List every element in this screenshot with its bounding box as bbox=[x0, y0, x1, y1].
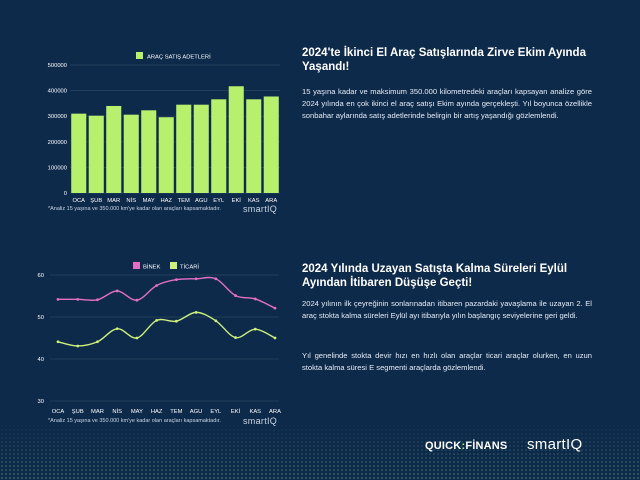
point-ticari-kas bbox=[253, 327, 257, 331]
bar-mar bbox=[106, 105, 122, 193]
point-ticari-agu bbox=[194, 310, 198, 314]
bar-eyl bbox=[211, 99, 227, 193]
point-ticari-oca bbox=[56, 340, 60, 344]
point-ticari-ara bbox=[273, 336, 277, 340]
section1-title: 2024'te İkinci El Araç Satışlarında Zirv… bbox=[302, 47, 586, 73]
smartiq-logo: smartIQ bbox=[527, 436, 583, 453]
section2-title: 2024 Yılında Uzayan Satışta Kalma Sürele… bbox=[302, 263, 568, 289]
stock-duration-line-chart: BİNEK TİCARİ 30 40 50 60 OCA ŞUB MAR NİS MAY HAZ TEM… bbox=[38, 262, 281, 415]
x-tick-label: TEM bbox=[170, 409, 182, 415]
y-tick-label: 100000 bbox=[48, 165, 67, 171]
section2-body-1: 2024 yılının ilk çeyreğinin sonlarınadan… bbox=[302, 299, 592, 320]
x-tick-label: OCA bbox=[52, 409, 65, 415]
y-tick-label: 40 bbox=[38, 357, 44, 363]
bar-eki̇ bbox=[228, 86, 244, 193]
x-tick-label: HAZ bbox=[160, 198, 172, 204]
point-binek-eki̇ bbox=[234, 294, 237, 297]
x-tick-label: AGU bbox=[190, 409, 203, 415]
series-line-ticari bbox=[57, 311, 276, 347]
point-ticari-may bbox=[135, 336, 139, 340]
point-ticari-tem bbox=[174, 319, 178, 323]
bar-tem bbox=[176, 104, 192, 193]
series-line-binek bbox=[57, 276, 276, 309]
point-binek-kas bbox=[253, 297, 257, 301]
chart1-footnote: *Analiz 15 yaşına ve 350.000 km'ye kadar… bbox=[48, 206, 221, 212]
y-tick-label: 200000 bbox=[48, 140, 67, 146]
legend-label-sales: ARAÇ SATIŞ ADETLERİ bbox=[147, 54, 211, 61]
bar-oca bbox=[71, 113, 87, 193]
bar-şub bbox=[88, 115, 104, 193]
x-tick-label: KAS bbox=[248, 198, 260, 204]
y-tick-label: 30 bbox=[38, 399, 44, 405]
point-binek-şub bbox=[76, 297, 80, 301]
point-binek-tem bbox=[174, 278, 178, 282]
chart1-smartiq-logo: smartIQ bbox=[243, 204, 278, 214]
x-tick-label: NİS bbox=[112, 408, 122, 415]
y-tick-label: 60 bbox=[38, 273, 44, 279]
section2-body-2: Yıl genelinde stokta devir hızı en hızlı… bbox=[302, 351, 592, 372]
y-tick-label: 400000 bbox=[48, 89, 67, 95]
legend-label-ticari: TİCARİ bbox=[180, 264, 199, 271]
point-ticari-mar bbox=[96, 340, 99, 344]
x-tick-label: HAZ bbox=[151, 409, 163, 415]
x-tick-label: MAR bbox=[91, 409, 104, 415]
x-tick-label: ARA bbox=[269, 409, 281, 415]
sales-bar-chart: ARAÇ SATIŞ ADETLERİ 0 100000 200000 300000 40… bbox=[48, 52, 280, 204]
point-binek-ara bbox=[273, 306, 277, 310]
point-ticari-ni̇s bbox=[115, 327, 119, 331]
point-binek-eyl bbox=[214, 277, 218, 281]
x-tick-label: OCA bbox=[72, 198, 85, 204]
point-binek-oca bbox=[56, 297, 60, 301]
bar-agu bbox=[193, 104, 209, 193]
point-ticari-eyl bbox=[214, 319, 218, 323]
x-tick-label: MAY bbox=[143, 198, 155, 204]
point-binek-mar bbox=[96, 298, 99, 302]
point-binek-ni̇s bbox=[115, 289, 119, 293]
x-tick-label: KAS bbox=[249, 409, 261, 415]
point-binek-haz bbox=[155, 284, 159, 287]
x-tick-label: AGU bbox=[195, 198, 208, 204]
point-binek-agu bbox=[194, 277, 198, 281]
x-tick-label: ŞUB bbox=[72, 409, 84, 415]
chart2-footnote: *Analiz 15 yaşına ve 350.000 km'ye kadar… bbox=[48, 418, 221, 424]
point-binek-may bbox=[135, 298, 139, 302]
y-tick-label: 0 bbox=[64, 191, 67, 197]
bar-kas bbox=[246, 99, 262, 193]
x-tick-label: ŞUB bbox=[90, 198, 102, 204]
quickfinans-logo: QUICK:FİNANS bbox=[425, 440, 508, 452]
footer-dot-pattern bbox=[0, 420, 640, 480]
chart2-smartiq-logo: smartIQ bbox=[243, 416, 278, 426]
point-ticari-eki̇ bbox=[234, 336, 237, 339]
x-tick-label: EYL bbox=[213, 198, 225, 204]
x-tick-label: NİS bbox=[126, 197, 136, 204]
legend-swatch-binek bbox=[133, 262, 140, 269]
point-ticari-şub bbox=[76, 344, 80, 348]
section1-body: 15 yaşına kadar ve maksimum 350.000 kilo… bbox=[302, 87, 592, 120]
x-tick-label: TEM bbox=[178, 198, 190, 204]
legend-swatch-sales bbox=[136, 52, 143, 59]
x-tick-label: EKİ bbox=[231, 408, 241, 415]
y-tick-label: 300000 bbox=[48, 114, 67, 120]
x-tick-label: MAR bbox=[107, 198, 120, 204]
bar-ni̇s bbox=[123, 114, 139, 193]
bar-may bbox=[141, 110, 157, 193]
x-tick-label: MAY bbox=[131, 409, 143, 415]
bar-ara bbox=[263, 96, 279, 193]
x-tick-label: EKİ bbox=[232, 197, 242, 204]
bar-haz bbox=[158, 117, 174, 193]
legend-label-binek: BİNEK bbox=[143, 264, 161, 271]
y-tick-label: 500000 bbox=[48, 63, 67, 69]
y-tick-label: 50 bbox=[38, 315, 44, 321]
x-tick-label: EYL bbox=[210, 409, 222, 415]
legend-swatch-ticari bbox=[170, 262, 177, 269]
point-ticari-haz bbox=[155, 318, 159, 322]
x-tick-label: ARA bbox=[265, 198, 277, 204]
